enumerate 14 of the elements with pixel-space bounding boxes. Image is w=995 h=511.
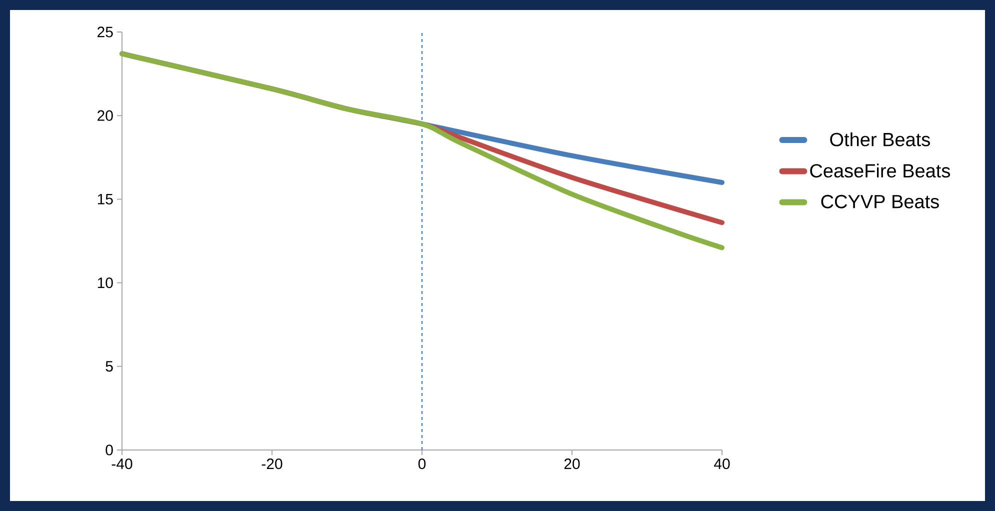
y-tick-label: 5	[106, 361, 113, 372]
x-tick-label: -20	[262, 458, 282, 470]
legend-label: CeaseFire Beats	[810, 164, 950, 178]
x-tick-label: 40	[714, 458, 730, 470]
y-tick-label: 25	[98, 26, 113, 38]
legend-label: CCYVP Beats	[821, 194, 939, 208]
y-tick-label: 0	[106, 444, 113, 456]
y-tick-label: 20	[98, 110, 113, 121]
y-tick-label: 10	[98, 277, 113, 288]
legend-label: Other Beats	[830, 132, 930, 146]
x-tick-label: 0	[418, 458, 426, 470]
x-tick-label: 20	[564, 458, 580, 470]
y-tick-label: 15	[98, 194, 113, 204]
x-tick-label: -40	[112, 458, 132, 470]
